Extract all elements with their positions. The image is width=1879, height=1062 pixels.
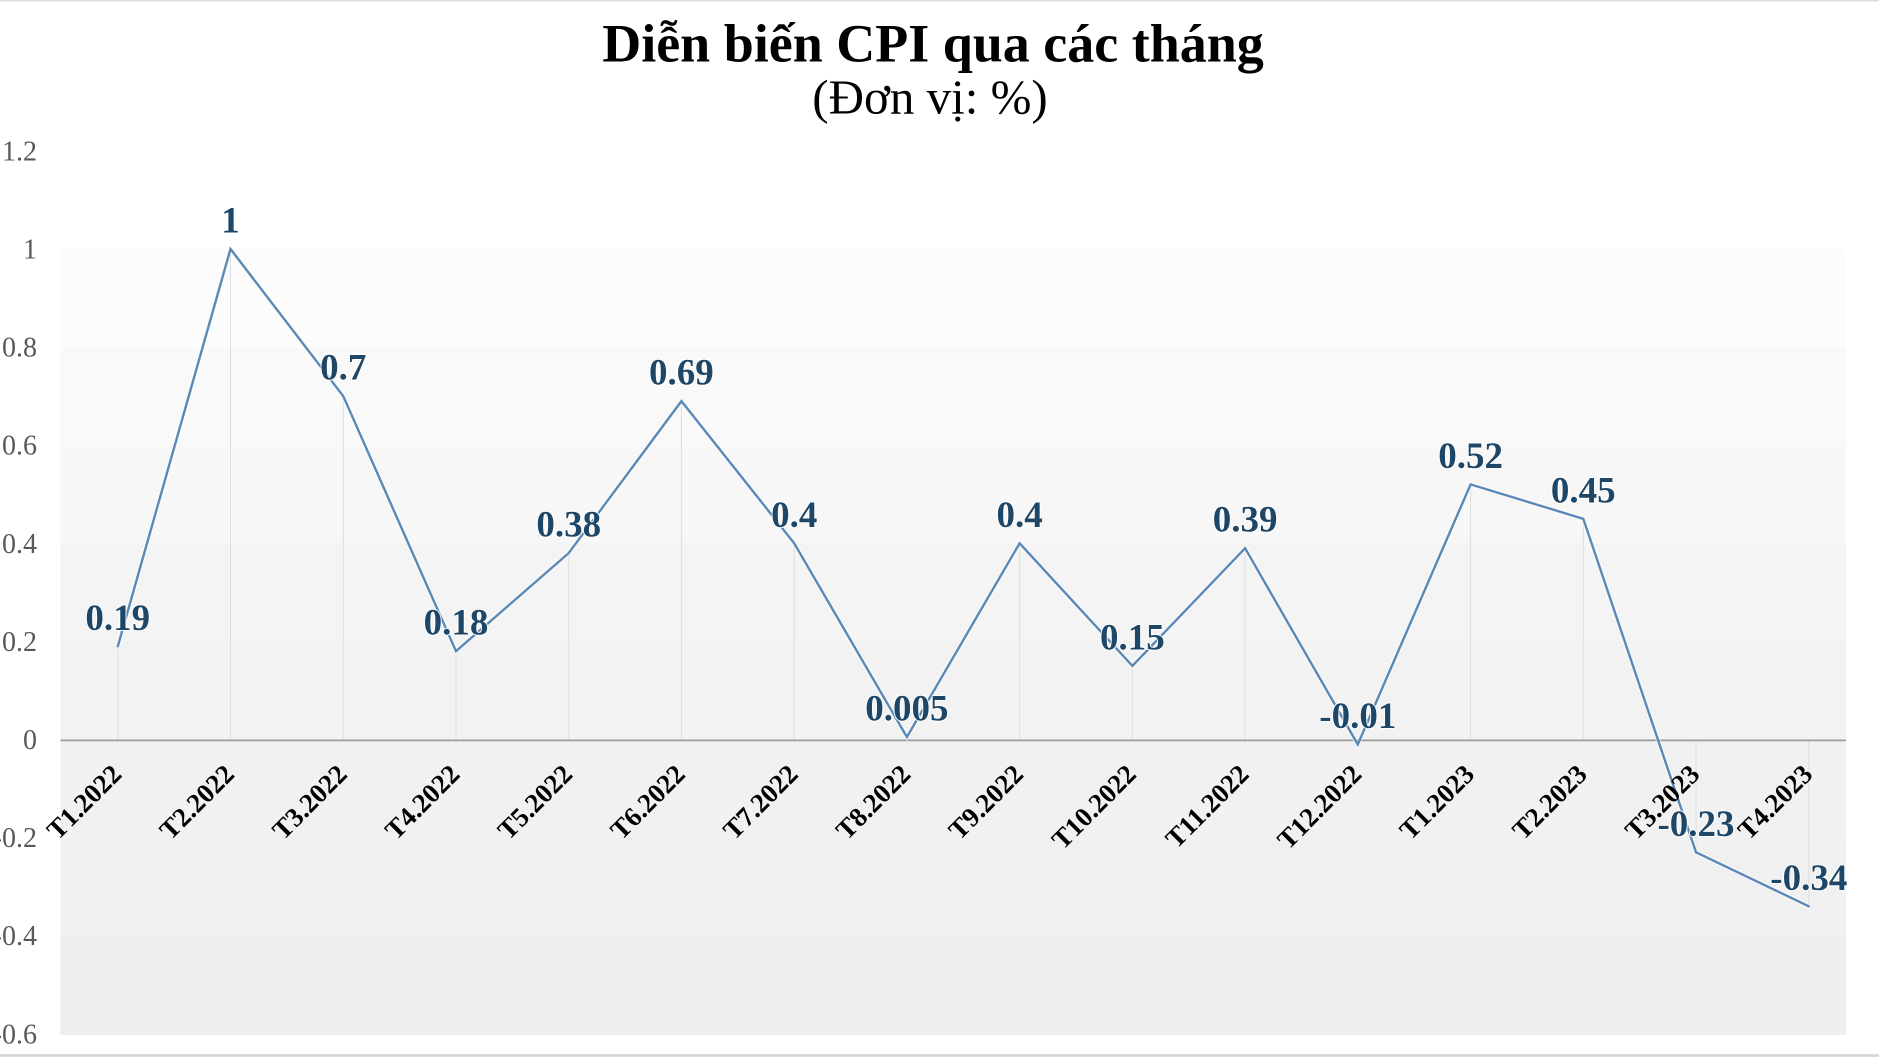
svg-text:1.2: 1.2 — [2, 136, 37, 167]
svg-text:0.39: 0.39 — [1213, 500, 1278, 541]
svg-text:0.4: 0.4 — [2, 529, 37, 560]
svg-text:-0.34: -0.34 — [1770, 858, 1847, 899]
svg-text:0.38: 0.38 — [536, 505, 601, 546]
svg-text:-0.4: -0.4 — [0, 921, 37, 952]
svg-text:0: 0 — [23, 725, 37, 756]
svg-text:1: 1 — [23, 235, 37, 266]
svg-text:-0.6: -0.6 — [0, 1019, 37, 1050]
svg-text:0.7: 0.7 — [320, 348, 366, 389]
svg-text:0.4: 0.4 — [996, 495, 1042, 536]
svg-text:0.15: 0.15 — [1100, 617, 1165, 658]
svg-text:-0.2: -0.2 — [0, 823, 37, 854]
svg-text:0.2: 0.2 — [2, 627, 37, 658]
svg-text:0.69: 0.69 — [649, 353, 714, 394]
svg-text:Diễn biến CPI qua các tháng: Diễn biến CPI qua các tháng — [602, 14, 1264, 74]
svg-text:0.18: 0.18 — [424, 603, 489, 644]
svg-text:1: 1 — [221, 201, 240, 242]
svg-text:0.6: 0.6 — [2, 431, 37, 462]
svg-text:0.4: 0.4 — [771, 495, 817, 536]
svg-text:0.52: 0.52 — [1438, 436, 1503, 477]
svg-text:0.45: 0.45 — [1551, 470, 1616, 511]
svg-text:0.8: 0.8 — [2, 333, 37, 364]
svg-text:-0.01: -0.01 — [1319, 696, 1396, 737]
svg-text:-0.23: -0.23 — [1657, 804, 1734, 845]
svg-text:(Đơn vị: %): (Đơn vị: %) — [812, 70, 1047, 125]
svg-text:0.005: 0.005 — [865, 689, 948, 730]
svg-text:0.19: 0.19 — [85, 598, 150, 639]
